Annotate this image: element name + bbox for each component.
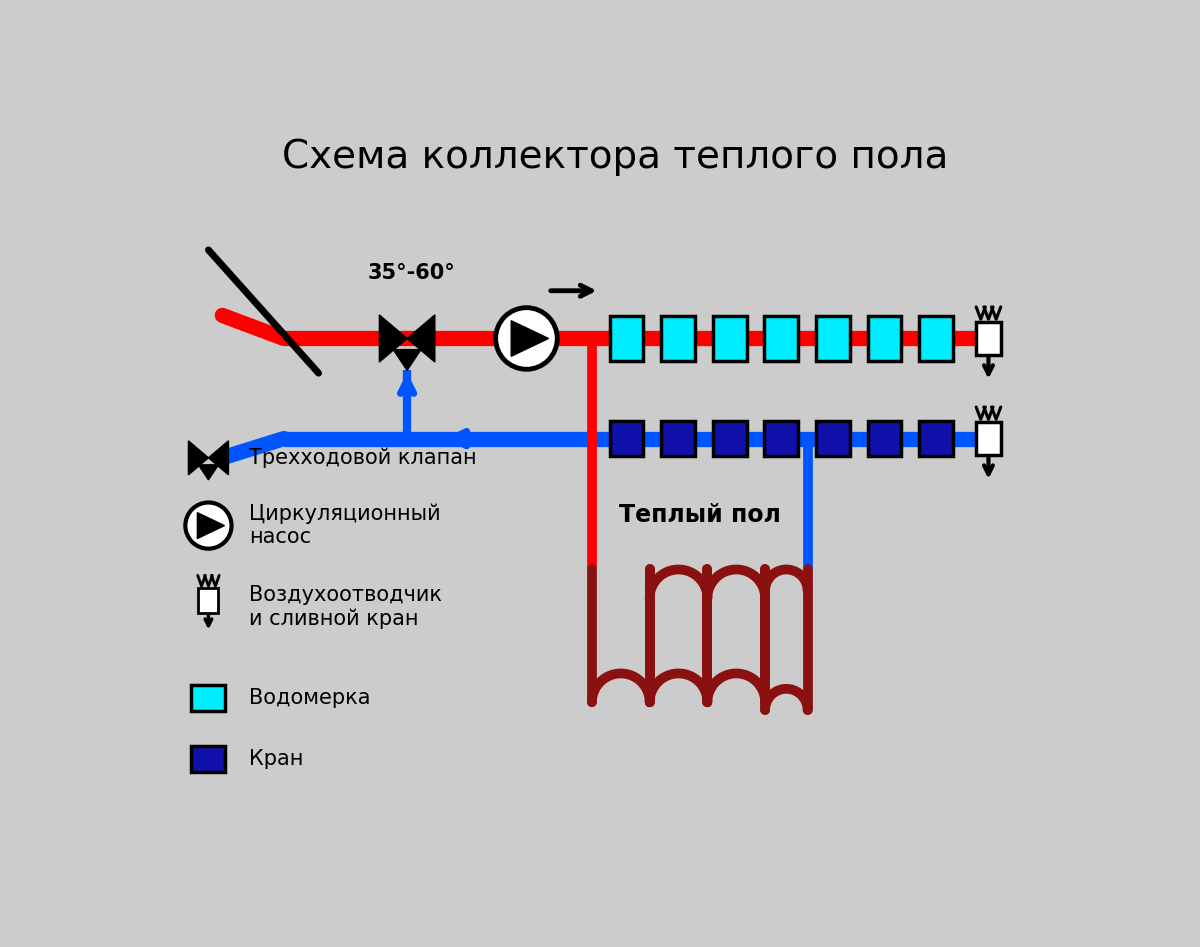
Bar [976,322,1001,354]
Text: Водомерка: Водомерка [250,688,371,708]
FancyBboxPatch shape [610,420,643,456]
Polygon shape [407,315,434,362]
Text: 35°-60°: 35°-60° [367,263,455,283]
FancyBboxPatch shape [919,420,953,456]
FancyBboxPatch shape [764,316,798,361]
FancyBboxPatch shape [816,316,850,361]
Bar [198,588,218,613]
Bar [976,422,1001,455]
Text: Трехходовой клапан: Трехходовой клапан [250,448,476,468]
Polygon shape [394,349,421,370]
FancyBboxPatch shape [713,420,746,456]
Circle shape [496,308,557,369]
Polygon shape [209,440,228,474]
Text: Циркуляционный
насос: Циркуляционный насос [250,504,440,547]
FancyBboxPatch shape [610,316,643,361]
Polygon shape [188,440,209,474]
FancyBboxPatch shape [868,316,901,361]
Text: Теплый пол: Теплый пол [619,503,781,527]
Polygon shape [198,465,218,480]
FancyBboxPatch shape [816,420,850,456]
Text: Схема коллектора теплого пола: Схема коллектора теплого пола [282,138,948,176]
FancyBboxPatch shape [868,420,901,456]
FancyBboxPatch shape [919,316,953,361]
FancyBboxPatch shape [713,316,746,361]
Polygon shape [197,512,224,539]
FancyBboxPatch shape [192,746,226,773]
FancyBboxPatch shape [764,420,798,456]
Polygon shape [511,321,548,356]
FancyBboxPatch shape [661,420,695,456]
Text: Воздухоотводчик
и сливной кран: Воздухоотводчик и сливной кран [250,585,443,629]
FancyBboxPatch shape [192,686,226,711]
FancyBboxPatch shape [661,316,695,361]
Circle shape [185,503,232,548]
Polygon shape [379,315,407,362]
Text: Кран: Кран [250,749,304,769]
